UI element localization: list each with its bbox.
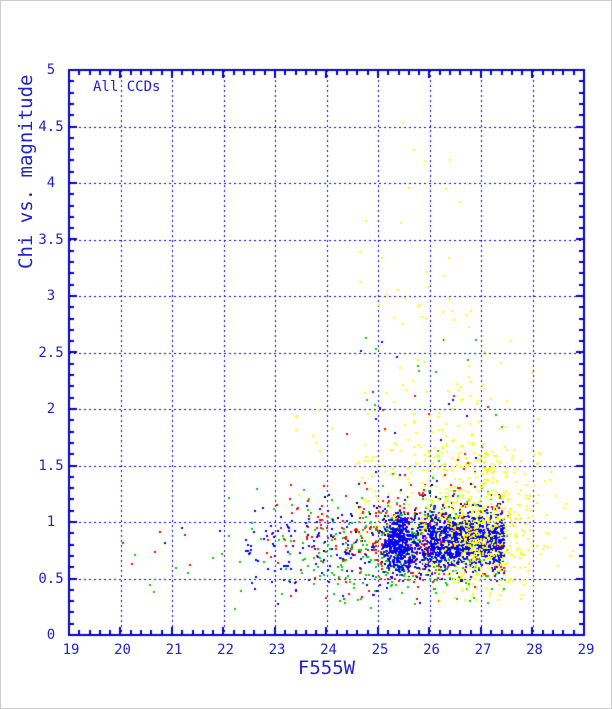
y-tick-label: 0.5 <box>38 570 64 587</box>
y-tick-label: 2.5 <box>38 344 64 361</box>
y-tick-label: 4.5 <box>38 118 64 135</box>
all-ccds-annotation: All CCDs <box>93 79 161 95</box>
x-tick-label: 27 <box>474 642 492 658</box>
y-axis-title: Chi vs. magnitude <box>15 74 37 269</box>
y-tick-label: 1 <box>46 514 56 530</box>
y-tick-label: 3 <box>46 288 56 304</box>
x-tick-label: 29 <box>577 642 595 658</box>
y-tick-label: 1.5 <box>38 457 64 474</box>
x-axis-title: F555W <box>297 657 356 679</box>
x-tick-label: 25 <box>371 642 389 658</box>
x-tick-label: 28 <box>526 642 543 658</box>
x-tick-label: 26 <box>423 642 440 658</box>
x-tick-label: 22 <box>217 642 234 658</box>
y-tick-label: 4 <box>46 175 56 191</box>
y-tick-label: 0 <box>46 627 56 643</box>
x-tick-label: 24 <box>320 642 337 658</box>
x-tick-label: 23 <box>268 642 286 658</box>
y-tick-label: 5 <box>46 62 56 78</box>
x-tick-label: 21 <box>165 642 183 658</box>
y-tick-label: 3.5 <box>38 231 64 248</box>
x-tick-label: 19 <box>62 642 80 658</box>
y-tick-label: 2 <box>46 401 56 417</box>
x-tick-label: 20 <box>114 642 131 658</box>
